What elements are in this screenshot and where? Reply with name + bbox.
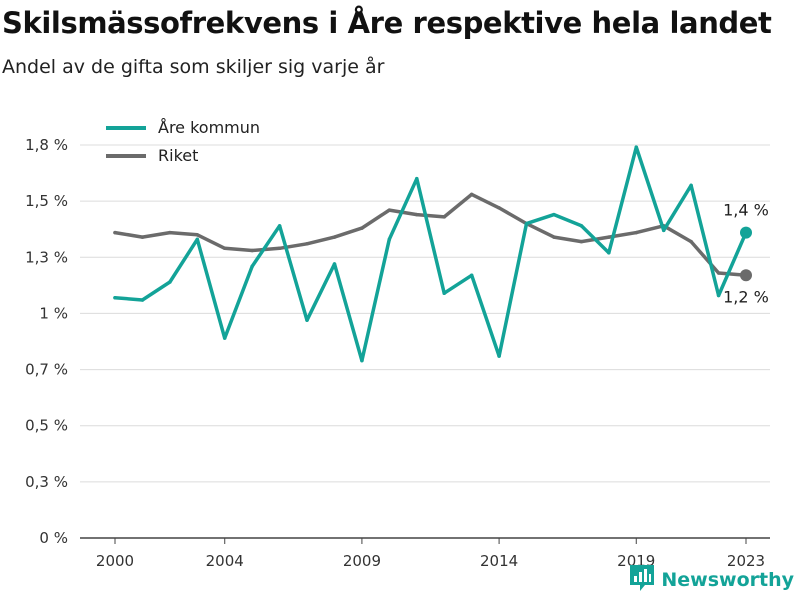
end-label-riket: 1,2 % <box>723 287 769 306</box>
data-point-are-kommun <box>222 336 227 340</box>
end-dot-riket <box>740 269 752 282</box>
data-point-are-kommun <box>332 262 337 266</box>
data-point-riket <box>195 233 200 237</box>
y-tick-label: 1,8 % <box>25 136 68 154</box>
x-axis: 2000 2004 2009 2014 2019 2023 <box>80 537 770 570</box>
data-point-are-kommun <box>469 273 474 278</box>
data-point-are-kommun <box>524 221 529 226</box>
end-markers: 1,4 % 1,2 % <box>723 201 769 307</box>
data-point-riket <box>415 212 419 217</box>
data-point-are-kommun <box>113 295 117 300</box>
data-point-are-kommun <box>360 358 364 363</box>
chart-subtitle: Andel av de gifta som skiljer sig varje … <box>2 56 385 78</box>
data-point-are-kommun <box>497 354 501 358</box>
data-point-are-kommun <box>716 293 721 298</box>
y-tick-label: 1,5 % <box>25 192 68 210</box>
y-axis: 0 % 0,3 % 0,5 % 0,7 % 1 % 1,3 % 1,5 % 1,8 % <box>25 136 68 547</box>
data-point-riket <box>634 230 639 235</box>
data-point-are-kommun <box>442 291 446 295</box>
gridlines <box>80 144 770 483</box>
end-label-are-kommun: 1,4 % <box>723 201 769 220</box>
newsworthy-logo-icon <box>629 564 655 596</box>
data-point-are-kommun <box>387 237 392 242</box>
y-tick-label: 1,3 % <box>25 248 68 266</box>
legend-label-riket: Riket <box>158 146 198 165</box>
data-point-riket <box>387 208 392 212</box>
y-tick-label: 0,7 % <box>25 361 68 379</box>
x-tick-label: 2014 <box>480 552 518 570</box>
x-tick-label: 2009 <box>343 552 381 570</box>
data-point-are-kommun <box>250 264 254 269</box>
series-lines <box>113 145 748 363</box>
data-point-are-kommun <box>552 212 556 217</box>
x-tick-label: 2004 <box>206 552 244 570</box>
y-tick-label: 0 % <box>39 529 68 547</box>
data-point-are-kommun <box>277 224 282 228</box>
data-point-riket <box>552 235 556 239</box>
data-point-riket <box>579 239 584 244</box>
data-point-riket <box>442 215 446 219</box>
data-point-riket <box>113 230 117 235</box>
x-tick-label: 2023 <box>727 552 765 570</box>
data-point-riket <box>250 248 254 253</box>
data-point-are-kommun <box>689 183 693 188</box>
legend-label-are-kommun: Åre kommun <box>158 118 260 137</box>
data-point-riket <box>222 246 227 251</box>
data-point-are-kommun <box>415 176 419 181</box>
data-point-riket <box>305 242 309 246</box>
data-point-riket <box>497 206 501 210</box>
data-point-riket <box>168 230 172 235</box>
brand-name: Newsworthy <box>661 569 794 591</box>
data-point-are-kommun <box>140 298 145 302</box>
legend: Åre kommun Riket <box>106 118 260 165</box>
data-point-riket <box>360 226 364 230</box>
data-point-riket <box>607 235 611 239</box>
data-point-are-kommun <box>195 237 200 242</box>
data-point-riket <box>332 235 337 239</box>
data-point-are-kommun <box>607 251 611 255</box>
data-point-are-kommun <box>305 318 309 322</box>
data-point-are-kommun <box>661 228 666 233</box>
y-tick-label: 1 % <box>39 304 68 322</box>
data-point-riket <box>716 271 721 275</box>
chart-title: Skilsmässofrekvens i Åre respektive hela… <box>2 6 772 40</box>
y-tick-label: 0,5 % <box>25 417 68 435</box>
y-tick-label: 0,3 % <box>25 473 68 491</box>
data-point-are-kommun <box>579 224 584 228</box>
series-line-are-kommun <box>113 145 748 363</box>
brand-logo[interactable]: Newsworthy <box>629 564 794 596</box>
x-tick-label: 2000 <box>96 552 134 570</box>
end-dot-are-kommun <box>740 226 752 239</box>
data-point-are-kommun <box>634 145 639 149</box>
data-point-riket <box>689 239 693 244</box>
data-point-riket <box>140 235 145 239</box>
data-point-riket <box>469 192 474 197</box>
series-line-riket <box>113 192 748 278</box>
data-point-riket <box>277 246 282 251</box>
data-point-are-kommun <box>168 280 172 284</box>
